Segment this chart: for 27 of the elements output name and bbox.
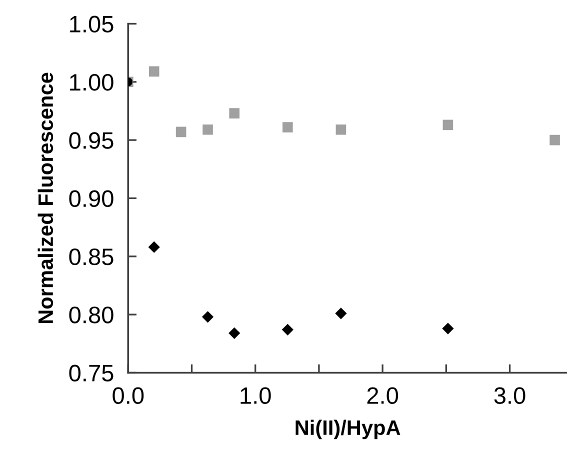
y-tick-label: 0.85	[69, 248, 114, 266]
point	[282, 122, 293, 132]
point	[148, 241, 160, 253]
x-axis-title: Ni(II)/HypA	[296, 420, 400, 440]
point	[336, 124, 346, 135]
y-tick-label: 0.95	[69, 132, 114, 149]
point	[202, 311, 214, 323]
point	[335, 308, 347, 320]
point	[148, 66, 160, 77]
x-tick-label: 3.0	[494, 387, 526, 404]
x-tick-label: 2.0	[367, 387, 398, 404]
y-tick-label: 1.05	[70, 16, 114, 33]
point	[229, 108, 240, 118]
x-tick-label: 1.0	[240, 387, 271, 404]
y-axis-title: Normalized Fluorescence	[38, 72, 54, 324]
point	[550, 134, 560, 146]
point	[442, 322, 454, 334]
y-tick-label: 0.75	[69, 364, 114, 382]
point	[228, 327, 240, 339]
point	[282, 324, 294, 336]
y-tick-label: 0.80	[69, 306, 114, 324]
y-tick-label: 1.00	[70, 74, 114, 91]
point	[202, 124, 213, 135]
point	[176, 126, 186, 138]
y-tick-label: 0.90	[69, 190, 114, 208]
x-tick-label: 0.0	[112, 387, 144, 404]
point	[442, 120, 454, 130]
